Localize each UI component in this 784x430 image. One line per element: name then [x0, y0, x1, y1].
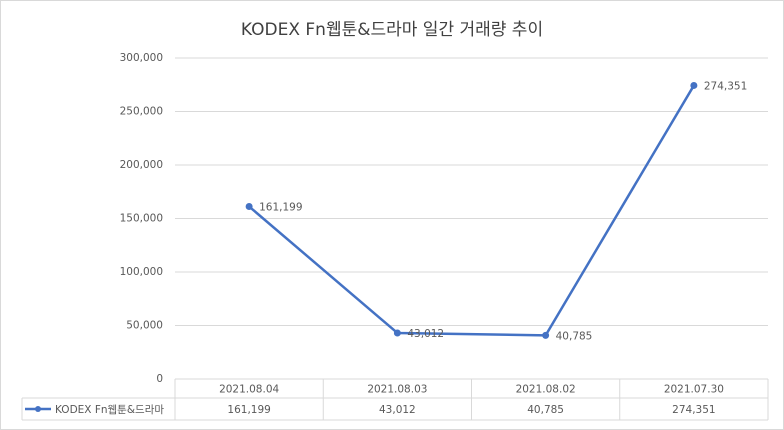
- table-value: 43,012: [379, 404, 416, 416]
- table-value: 274,351: [672, 404, 715, 416]
- data-label: 274,351: [704, 80, 747, 92]
- data-label: 40,785: [556, 330, 593, 342]
- table-value: 161,199: [227, 404, 270, 416]
- y-tick-label: 300,000: [120, 52, 163, 64]
- y-tick-label: 250,000: [120, 106, 163, 118]
- legend-label: KODEX Fn웹툰&드라마: [55, 404, 164, 416]
- x-tick-label: 2021.08.03: [367, 384, 427, 396]
- y-tick-label: 100,000: [120, 266, 163, 278]
- data-point: [393, 329, 401, 337]
- data-point: [245, 203, 253, 211]
- series-line: [248, 84, 695, 337]
- table-value: 40,785: [527, 404, 564, 416]
- data-point: [690, 81, 698, 89]
- data-label: 43,012: [407, 328, 444, 340]
- x-tick-label: 2021.08.04: [219, 384, 279, 396]
- data-label: 161,199: [259, 202, 302, 214]
- legend-marker: [35, 406, 41, 412]
- x-tick-label: 2021.08.02: [516, 384, 576, 396]
- y-tick-label: 0: [156, 373, 163, 385]
- x-tick-label: 2021.07.30: [664, 384, 724, 396]
- y-tick-label: 200,000: [120, 159, 163, 171]
- data-point: [542, 331, 550, 339]
- y-tick-label: 150,000: [120, 213, 163, 225]
- chart-title: KODEX Fn웹툰&드라마 일간 거래량 추이: [241, 20, 543, 40]
- y-tick-label: 50,000: [126, 320, 163, 332]
